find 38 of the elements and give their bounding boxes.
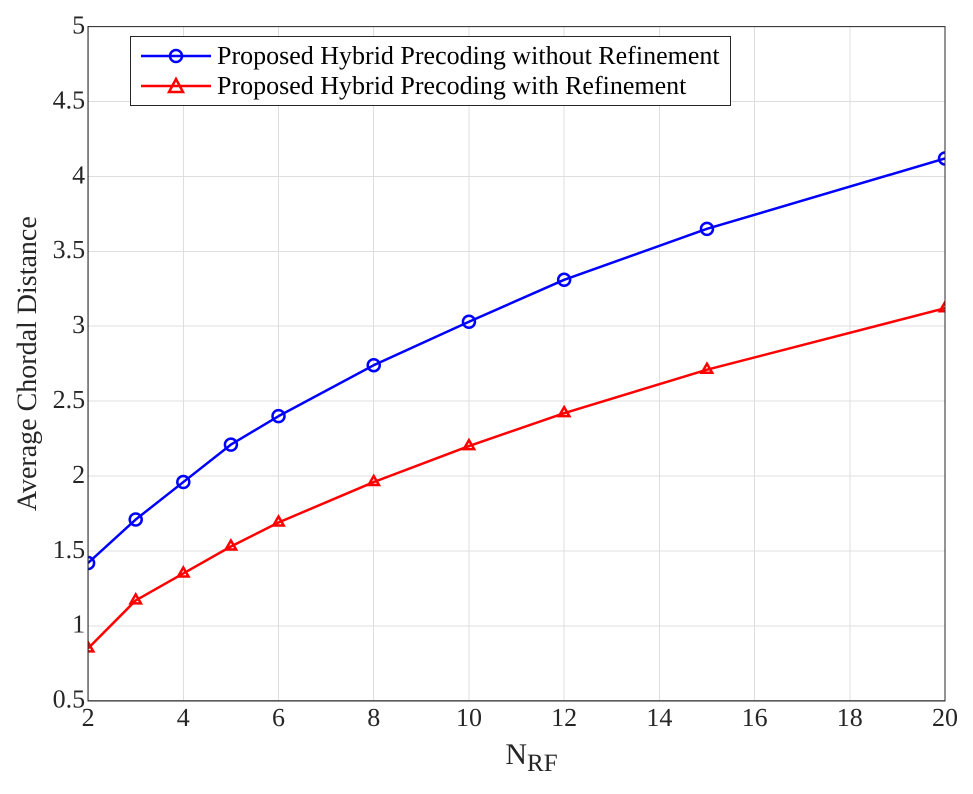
y-tick-label: 2.5 (52, 384, 86, 414)
y-tick-label: 1 (72, 610, 86, 639)
point (558, 406, 571, 418)
point (556, 272, 572, 288)
x-tick-label: 16 (742, 703, 768, 732)
y-tick-label: 3 (72, 310, 86, 340)
point (271, 408, 286, 424)
y-tick-label: 4.5 (52, 85, 86, 114)
y-axis-title: Average Chordal Distance (12, 216, 44, 512)
x-axis-title: N$_{RF}$ (504, 738, 559, 778)
x-tick-label: 18 (836, 703, 863, 732)
x-tick-label: 6 (272, 703, 286, 732)
legend-label: Proposed Hybrid Precoding without Refinement (217, 41, 720, 71)
y-tick-label: 3.5 (52, 235, 86, 264)
point (224, 539, 238, 551)
x-tick-label: 4 (176, 703, 190, 732)
point (700, 222, 714, 236)
point (176, 474, 191, 490)
point (367, 474, 380, 486)
x-tick-label: 14 (646, 703, 672, 732)
y-tick-label: 2 (72, 460, 86, 489)
point (272, 515, 285, 527)
point (128, 512, 143, 527)
point (700, 362, 714, 374)
x-tick-label: 12 (551, 703, 578, 732)
y-tick-label: 4 (72, 160, 86, 190)
legend-label: Proposed Hybrid Precoding with Refinement (217, 71, 686, 101)
point (462, 314, 476, 329)
point (462, 438, 476, 450)
point (176, 566, 190, 578)
point (366, 358, 381, 372)
point (129, 593, 142, 605)
point (224, 437, 238, 452)
x-tick-label: 10 (456, 703, 482, 732)
x-tick-label: 20 (932, 703, 958, 732)
y-tick-label: 1.5 (52, 534, 86, 564)
x-tick-label: 8 (367, 703, 380, 732)
y-tick-label: 5 (72, 10, 86, 40)
